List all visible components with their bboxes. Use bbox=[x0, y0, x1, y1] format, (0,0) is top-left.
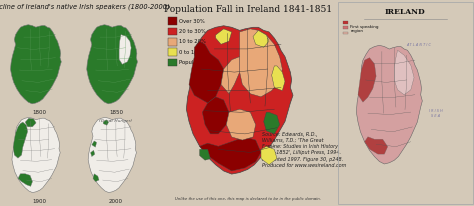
Polygon shape bbox=[221, 57, 240, 94]
Text: 1850: 1850 bbox=[109, 110, 123, 115]
Polygon shape bbox=[358, 58, 376, 102]
Polygon shape bbox=[12, 117, 60, 193]
Text: 1900: 1900 bbox=[33, 199, 47, 204]
Polygon shape bbox=[356, 45, 422, 164]
Polygon shape bbox=[119, 35, 131, 64]
Bar bbox=[343, 26, 347, 29]
Polygon shape bbox=[272, 66, 285, 91]
Text: IRELAND: IRELAND bbox=[385, 8, 426, 16]
Polygon shape bbox=[240, 29, 283, 97]
Polygon shape bbox=[88, 117, 137, 193]
Polygon shape bbox=[103, 120, 109, 125]
Polygon shape bbox=[10, 25, 61, 104]
Polygon shape bbox=[189, 41, 224, 103]
Bar bbox=[168, 28, 177, 35]
Text: 1800: 1800 bbox=[33, 110, 47, 115]
Polygon shape bbox=[200, 137, 261, 171]
Text: I R I S H
S E A: I R I S H S E A bbox=[428, 109, 442, 118]
Polygon shape bbox=[264, 112, 280, 134]
Bar bbox=[168, 17, 177, 25]
Polygon shape bbox=[365, 137, 388, 154]
Polygon shape bbox=[394, 50, 414, 95]
Polygon shape bbox=[200, 149, 210, 160]
Polygon shape bbox=[25, 118, 36, 127]
Text: First speaking
region: First speaking region bbox=[350, 25, 379, 33]
Polygon shape bbox=[87, 25, 137, 104]
Polygon shape bbox=[93, 174, 99, 182]
Text: Unlike the use of this one, this map is declared to be in the public domain.: Unlike the use of this one, this map is … bbox=[174, 197, 321, 201]
Text: Population Rise: Population Rise bbox=[179, 60, 220, 65]
Text: A T L A N T I C: A T L A N T I C bbox=[407, 43, 431, 47]
Polygon shape bbox=[91, 150, 95, 157]
Text: 2000: 2000 bbox=[109, 199, 123, 204]
Polygon shape bbox=[202, 97, 229, 134]
Polygon shape bbox=[92, 141, 97, 147]
Text: (Great Hunger): (Great Hunger) bbox=[100, 119, 132, 123]
Bar bbox=[168, 59, 177, 66]
Polygon shape bbox=[226, 109, 255, 140]
Polygon shape bbox=[18, 174, 32, 186]
Polygon shape bbox=[216, 29, 232, 44]
Text: Over 30%: Over 30% bbox=[179, 19, 205, 24]
Text: Source: Edwards, R.D.,
Williams, T.D.; 'The Great
Famine: Studies in Irish Histo: Source: Edwards, R.D., Williams, T.D.; '… bbox=[262, 132, 346, 168]
Text: Population Fall in Ireland 1841-1851: Population Fall in Ireland 1841-1851 bbox=[164, 5, 332, 14]
Text: 20 to 30%: 20 to 30% bbox=[179, 29, 206, 34]
Polygon shape bbox=[253, 30, 269, 47]
Bar bbox=[343, 32, 347, 34]
Text: Decline of Ireland's native Irish speakers (1800-2000): Decline of Ireland's native Irish speake… bbox=[0, 3, 169, 10]
Bar bbox=[168, 38, 177, 46]
Polygon shape bbox=[13, 122, 27, 158]
Polygon shape bbox=[261, 146, 277, 165]
Bar bbox=[168, 48, 177, 56]
Text: 10 to 20%: 10 to 20% bbox=[179, 39, 206, 44]
Text: 0 to 10%: 0 to 10% bbox=[179, 50, 203, 55]
Bar bbox=[343, 21, 347, 24]
Polygon shape bbox=[186, 26, 293, 174]
